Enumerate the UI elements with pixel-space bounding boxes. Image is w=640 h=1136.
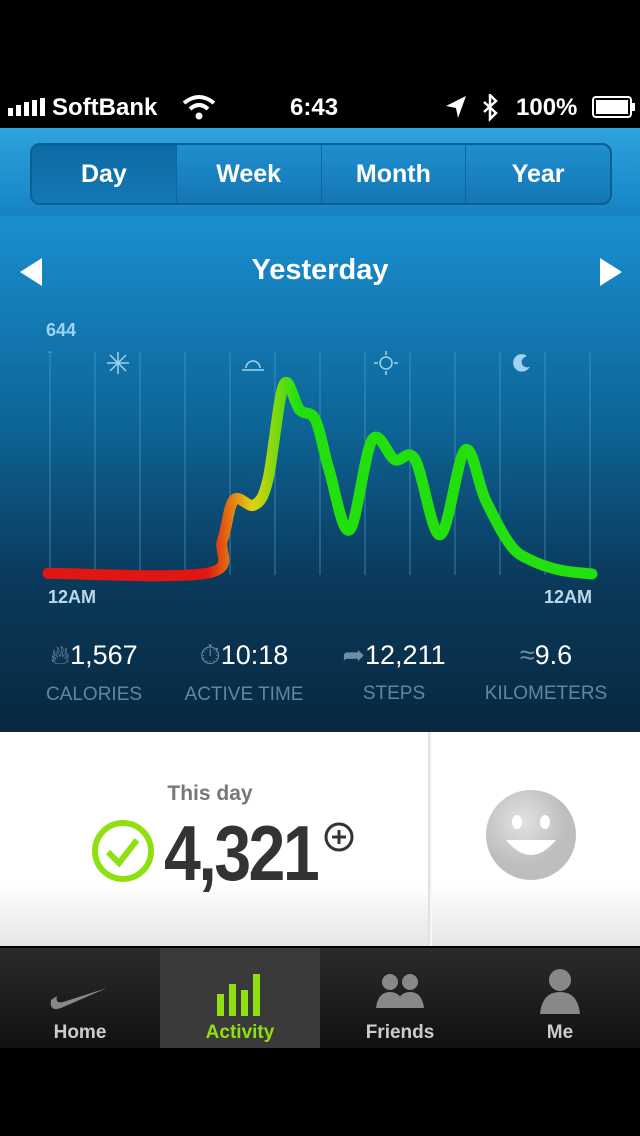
nav-home[interactable]: Home bbox=[0, 948, 160, 1048]
nav-activity[interactable]: Activity bbox=[160, 948, 320, 1048]
x-tick-label: 12AM bbox=[48, 587, 96, 607]
tab-year[interactable]: Year bbox=[465, 145, 610, 203]
activity-chart: 644 12AM 12AM bbox=[42, 320, 598, 607]
nav-label: Home bbox=[53, 1022, 107, 1043]
battery-icon bbox=[592, 96, 635, 118]
summary-value: 4,321 bbox=[164, 809, 320, 897]
stat-value: 10:18 bbox=[220, 640, 289, 670]
stat-distance: ≈9.6 KILOMETERS bbox=[466, 640, 626, 705]
nav-friends[interactable]: Friends bbox=[320, 948, 480, 1048]
y-tick-label: 644 bbox=[46, 320, 76, 340]
period-title: Yesterday bbox=[251, 254, 389, 286]
smiley-icon[interactable] bbox=[484, 788, 578, 882]
stat-label: CALORIES bbox=[45, 684, 143, 705]
activity-line bbox=[42, 376, 598, 582]
time-icons bbox=[107, 351, 530, 375]
nav-me[interactable]: Me bbox=[480, 948, 640, 1048]
header: Day Week Month Year bbox=[0, 128, 640, 216]
location-bluetooth-icons bbox=[446, 94, 498, 122]
tab-bar: Home Activity Friends Me bbox=[0, 948, 640, 1048]
wifi-icon bbox=[182, 95, 216, 120]
stat-label: ACTIVE TIME bbox=[184, 684, 304, 705]
summary-card: This day 4,321 bbox=[0, 732, 640, 946]
x-tick-label: 12AM bbox=[544, 587, 592, 607]
tab-day[interactable]: Day bbox=[32, 145, 176, 203]
stat-label: STEPS bbox=[362, 683, 426, 704]
check-icon bbox=[92, 820, 154, 882]
next-arrow[interactable] bbox=[598, 256, 624, 288]
stat-value: 9.6 bbox=[534, 640, 573, 670]
carrier: SoftBank bbox=[52, 94, 158, 121]
nav-label: Friends bbox=[365, 1022, 435, 1043]
nav-label: Me bbox=[546, 1022, 574, 1043]
divider bbox=[428, 732, 432, 946]
summary-label: This day bbox=[167, 782, 253, 805]
signal-icon bbox=[8, 98, 45, 116]
status-bar: SoftBank 6:43 100% bbox=[0, 86, 640, 128]
nav-label: Activity bbox=[205, 1022, 275, 1043]
stat-value: 1,567 bbox=[70, 640, 138, 670]
clock: 6:43 bbox=[290, 94, 339, 121]
stat-active-time: ⏱︎10:18 ACTIVE TIME bbox=[164, 640, 324, 706]
stat-steps: ➦12,211 STEPS bbox=[314, 640, 474, 705]
tab-month[interactable]: Month bbox=[320, 145, 466, 203]
stat-value: 12,211 bbox=[365, 640, 446, 670]
prev-arrow[interactable] bbox=[18, 256, 44, 288]
battery-level: 100% bbox=[516, 94, 578, 121]
stat-calories: 🔥︎1,567 CALORIES bbox=[14, 640, 174, 706]
segmented-control: Day Week Month Year bbox=[30, 143, 612, 205]
plus-icon[interactable] bbox=[322, 820, 356, 854]
stat-label: KILOMETERS bbox=[484, 683, 608, 704]
tab-week[interactable]: Week bbox=[175, 145, 321, 203]
